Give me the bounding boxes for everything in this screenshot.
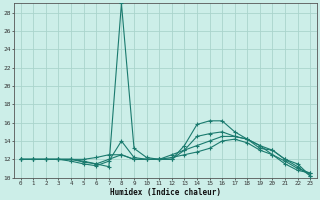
X-axis label: Humidex (Indice chaleur): Humidex (Indice chaleur) (110, 188, 221, 197)
